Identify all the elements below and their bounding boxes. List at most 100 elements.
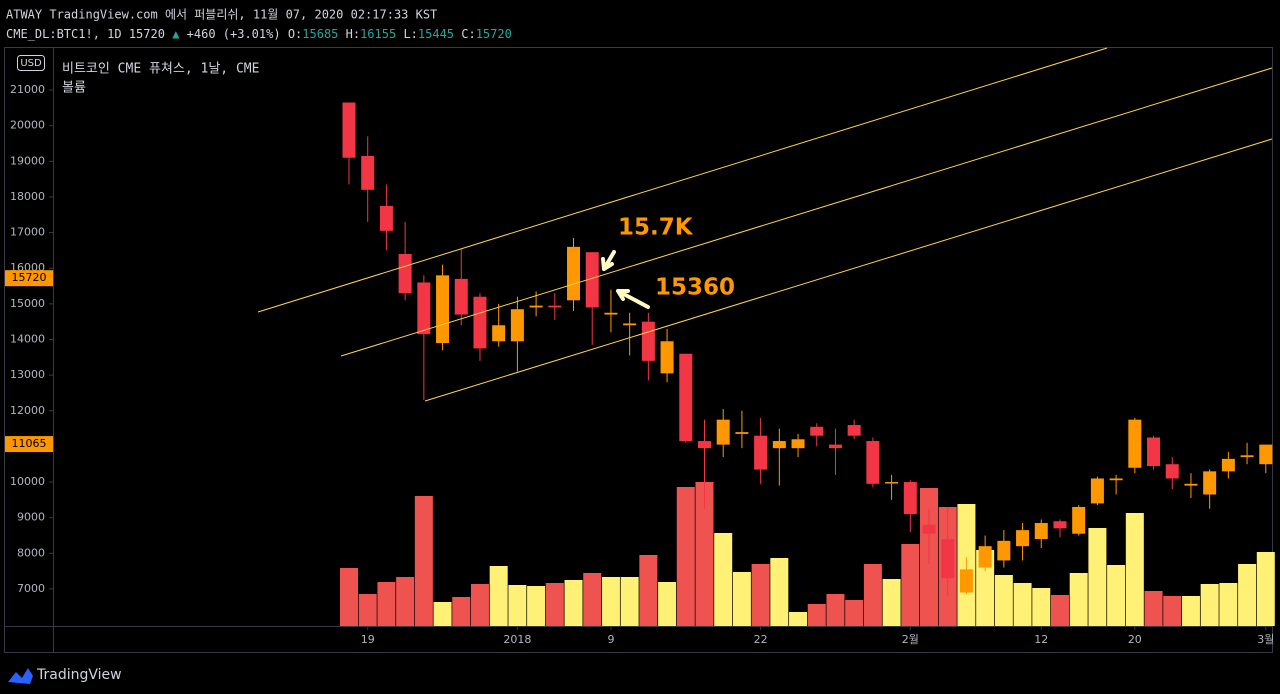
y-tick-label: 21000	[10, 83, 45, 96]
volume-bar	[564, 580, 583, 626]
volume-bar	[882, 579, 901, 626]
candle-body	[810, 426, 824, 436]
volume-bar	[601, 577, 620, 626]
chart-title: 비트코인 CME 퓨쳐스, 1날, CME	[62, 62, 259, 77]
volume-bar	[845, 600, 864, 626]
y-tick-label: 9000	[17, 511, 45, 524]
y-tick-label: 7000	[17, 582, 45, 595]
volume-bar	[1181, 596, 1200, 626]
volume-bar	[452, 597, 471, 626]
currency-box	[17, 55, 45, 71]
volume-bar	[414, 496, 433, 626]
volume-bar	[470, 584, 489, 626]
ohlc-value: 15685	[302, 27, 338, 41]
candle-body	[379, 205, 393, 231]
candle-body	[417, 282, 431, 335]
candle-body	[660, 341, 674, 374]
y-tick-label: 10000	[10, 475, 45, 488]
volume-bar	[1256, 552, 1275, 626]
y-tick-label: 19000	[10, 154, 45, 167]
arrow	[616, 289, 650, 309]
candle-body	[641, 321, 655, 361]
volume-bar	[1107, 565, 1126, 626]
candle-body	[922, 524, 936, 534]
frame	[4, 47, 1273, 653]
annotation: 15.7K	[618, 215, 694, 241]
candle-body	[903, 482, 917, 515]
candle-body	[473, 296, 487, 349]
trend-channel	[257, 47, 1273, 402]
ohlc-label: H:	[346, 27, 360, 41]
trend-line	[340, 67, 1273, 357]
annotation: 15360	[655, 275, 735, 301]
candle-body	[866, 441, 880, 484]
ohlc-label: C:	[461, 27, 475, 41]
volume-bar	[1219, 583, 1238, 626]
candle-body	[941, 539, 955, 579]
candle-body	[567, 246, 581, 301]
price-marker-label: 11065	[12, 437, 47, 450]
volume-bar	[639, 555, 658, 626]
candle-body	[885, 482, 899, 484]
volume-bar	[732, 572, 751, 626]
volume-bar	[340, 568, 358, 626]
volume-bar	[433, 602, 452, 626]
candle-body	[398, 253, 412, 294]
candle-body	[1259, 444, 1273, 465]
x-tick-label: 20	[1128, 633, 1142, 646]
volume-bar	[658, 582, 677, 626]
volume-bar	[676, 487, 695, 626]
candle-body	[1221, 458, 1235, 472]
y-tick-label: 17000	[10, 226, 45, 239]
y-tick-label: 18000	[10, 190, 45, 203]
y-tick-label: 15000	[10, 297, 45, 310]
candle-body	[679, 353, 693, 442]
trend-line	[424, 138, 1273, 402]
candle-body	[697, 441, 711, 449]
volume-bar	[807, 604, 826, 626]
price-marker	[5, 436, 53, 453]
symbol-line: CME_DL:BTC1!, 1D 15720 ▲ +460 (+3.01%) O…	[6, 27, 512, 41]
volume-bar	[583, 573, 602, 626]
change: +460 (+3.01%)	[187, 27, 281, 41]
logo	[8, 668, 33, 684]
volume-bar	[377, 582, 396, 626]
volume-bar	[1238, 564, 1257, 626]
x-tick-label: 9	[607, 633, 614, 646]
volume-bar	[976, 550, 995, 626]
volume-bar	[901, 544, 920, 626]
candle-body	[1165, 464, 1179, 479]
candle-body	[604, 312, 618, 315]
x-tick-label: 19	[361, 633, 375, 646]
volume-bar	[1069, 573, 1088, 626]
candle-body	[510, 309, 524, 342]
ohlc-label: O:	[288, 27, 302, 41]
y-tick-label: 12000	[10, 404, 45, 417]
volume-bar	[863, 564, 882, 626]
volume-bar	[358, 594, 377, 626]
candle-body	[1053, 521, 1067, 529]
x-tick-label: 12	[1034, 633, 1048, 646]
y-tick-label: 8000	[17, 546, 45, 559]
candle-body	[959, 569, 973, 593]
candle-body	[454, 278, 468, 315]
volume-bar	[1032, 588, 1051, 626]
candle-body	[436, 275, 450, 344]
candle-layer	[342, 102, 1273, 597]
last: 15720	[129, 27, 165, 41]
candle-body	[548, 305, 562, 308]
y-tick-label: 13000	[10, 368, 45, 381]
candle-body	[828, 444, 842, 449]
candle-body	[735, 432, 749, 434]
candle-body	[716, 419, 730, 445]
candle-body	[1034, 523, 1048, 540]
volume-bar	[489, 566, 508, 626]
price-marker	[5, 270, 53, 287]
price-marker-label: 15720	[12, 271, 47, 284]
volume-label: 볼륨	[62, 81, 86, 96]
candle-body	[978, 546, 992, 568]
volume-bar	[1144, 591, 1163, 626]
volume-bar	[508, 585, 527, 626]
brand: TradingView	[36, 667, 122, 683]
